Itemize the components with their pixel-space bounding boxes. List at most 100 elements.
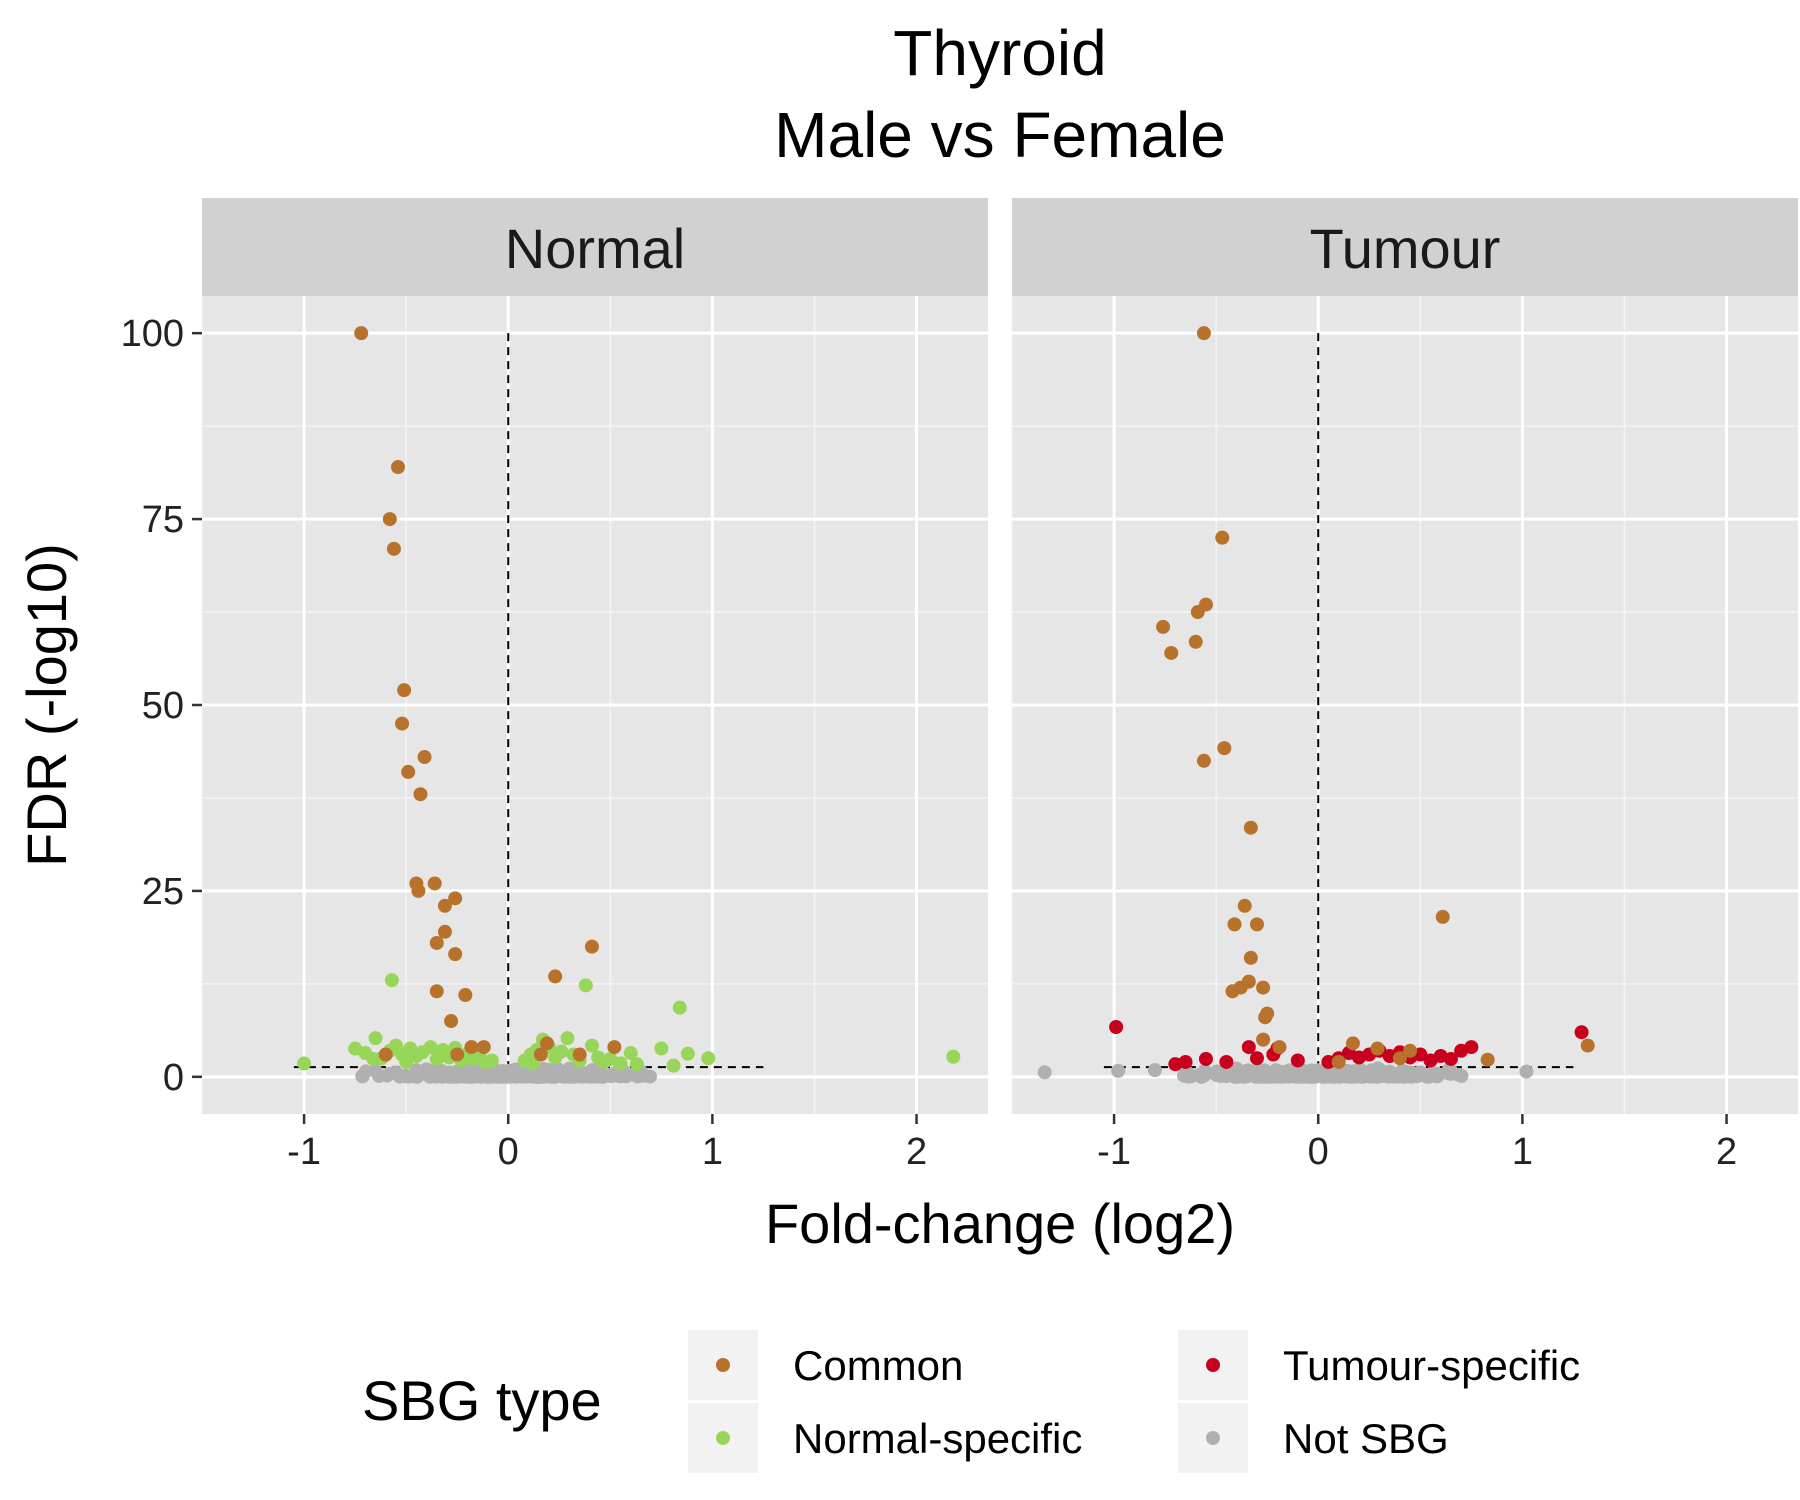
point-common	[411, 883, 426, 898]
point-common	[1249, 917, 1264, 932]
point-normal-specific	[578, 978, 593, 993]
point-tumour-specific	[1241, 1040, 1256, 1055]
point-common	[427, 876, 442, 891]
point-normal-specific	[423, 1040, 438, 1055]
x-tick-label: 0	[1308, 1131, 1329, 1173]
point-common	[533, 1047, 548, 1062]
point-normal-specific	[623, 1046, 638, 1061]
point-common	[437, 924, 452, 939]
point-normal-specific	[672, 1000, 687, 1015]
point-common	[413, 787, 428, 802]
point-not-sbg	[1301, 1067, 1316, 1082]
point-common	[476, 1040, 491, 1055]
point-common	[1243, 820, 1258, 835]
point-common	[1345, 1036, 1360, 1051]
legend-key-normal	[716, 1431, 730, 1445]
point-common	[444, 1014, 459, 1029]
y-tick-label: 50	[142, 685, 184, 727]
point-not-sbg	[613, 1066, 628, 1081]
point-not-sbg	[1430, 1069, 1445, 1084]
strip-label-tumour: Tumour	[1310, 217, 1501, 280]
point-normal-specific	[368, 1031, 383, 1046]
point-common	[1215, 530, 1230, 545]
x-tick-label: -1	[1097, 1131, 1131, 1173]
y-tick-label: 75	[142, 499, 184, 541]
point-normal-specific	[603, 1051, 618, 1066]
point-common	[450, 1047, 465, 1062]
point-common	[1164, 645, 1179, 660]
point-common	[382, 512, 397, 527]
point-tumour-specific	[1168, 1057, 1183, 1072]
point-not-sbg	[1037, 1065, 1052, 1080]
point-common	[1217, 741, 1232, 756]
point-normal-specific	[560, 1031, 575, 1046]
point-common	[1190, 605, 1205, 620]
point-normal-specific	[654, 1041, 669, 1056]
point-normal-specific	[384, 973, 399, 988]
point-common	[1370, 1041, 1385, 1056]
point-not-sbg	[1147, 1063, 1162, 1078]
legend-label-tumour: Tumour-specific	[1283, 1342, 1580, 1389]
panel-normal: Normal -1 0 1 2	[201, 198, 988, 1173]
legend-label-notsbg: Not SBG	[1283, 1415, 1449, 1462]
y-axis: 0 25 50 75 100	[121, 313, 202, 1099]
point-not-sbg	[450, 1064, 465, 1079]
point-tumour-specific	[1574, 1025, 1589, 1040]
point-normal-specific	[666, 1058, 681, 1073]
strip-normal	[202, 198, 988, 296]
point-normal-specific	[584, 1038, 599, 1053]
x-tick-label: 2	[906, 1131, 927, 1173]
point-tumour-specific	[1443, 1051, 1458, 1066]
x-ticks-normal: -1 0 1 2	[287, 1114, 927, 1173]
y-tick-label: 100	[121, 313, 184, 355]
point-not-sbg	[1519, 1064, 1534, 1079]
point-common	[448, 891, 463, 906]
point-tumour-specific	[1109, 1019, 1124, 1034]
point-not-sbg	[409, 1063, 424, 1078]
point-normal-specific	[554, 1044, 569, 1059]
points-tumour	[1037, 326, 1595, 1084]
chart-title: Thyroid	[893, 17, 1106, 89]
grid-tumour	[1011, 296, 1798, 1114]
y-tick-label: 0	[163, 1057, 184, 1099]
legend-key-common	[716, 1358, 730, 1372]
point-common	[1272, 1040, 1287, 1055]
point-common	[572, 1047, 587, 1062]
point-common	[417, 750, 432, 765]
x-tick-label: 1	[702, 1131, 723, 1173]
point-common	[1580, 1038, 1595, 1053]
point-common	[390, 460, 405, 475]
legend-title: SBG type	[362, 1369, 602, 1432]
point-tumour-specific	[1464, 1040, 1479, 1055]
point-normal-specific	[946, 1049, 961, 1064]
point-common	[386, 541, 401, 556]
point-normal-specific	[366, 1051, 381, 1066]
point-not-sbg	[388, 1065, 403, 1080]
point-not-sbg	[1270, 1066, 1285, 1081]
point-common	[1196, 326, 1211, 341]
y-axis-title: FDR (-log10)	[15, 543, 78, 867]
strip-tumour	[1012, 198, 1798, 296]
point-common	[1256, 980, 1271, 995]
x-tick-label: 2	[1716, 1131, 1737, 1173]
point-common	[1392, 1051, 1407, 1066]
point-common	[607, 1040, 622, 1055]
point-not-sbg	[470, 1066, 485, 1081]
chart-subtitle: Male vs Female	[774, 99, 1226, 171]
points-normal	[297, 326, 961, 1084]
point-not-sbg	[1336, 1068, 1351, 1083]
legend-label-normal: Normal-specific	[793, 1415, 1082, 1462]
legend: SBG type Common Normal-specific Tumour-spe…	[362, 1330, 1580, 1473]
panel-tumour: Tumour -1 0 1 2	[1011, 198, 1798, 1173]
point-common	[1237, 898, 1252, 913]
point-normal-specific	[525, 1056, 540, 1071]
point-common	[397, 683, 412, 698]
x-tick-label: -1	[287, 1131, 321, 1173]
point-normal-specific	[701, 1051, 716, 1066]
point-not-sbg	[1443, 1063, 1458, 1078]
point-tumour-specific	[1219, 1054, 1234, 1069]
y-tick-label: 25	[142, 871, 184, 913]
point-not-sbg	[355, 1069, 370, 1084]
point-not-sbg	[1372, 1062, 1387, 1077]
point-common	[540, 1036, 555, 1051]
